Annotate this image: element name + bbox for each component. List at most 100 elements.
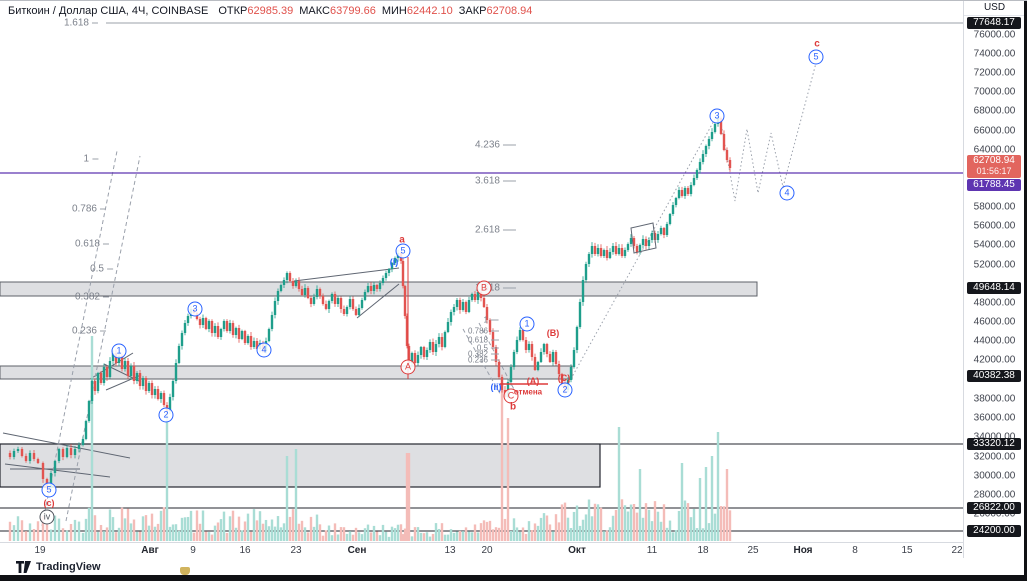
volume-bar <box>452 532 456 541</box>
candle <box>623 250 627 256</box>
support-zone-box[interactable] <box>0 443 601 488</box>
volume-bar <box>530 530 534 541</box>
candle <box>291 281 295 286</box>
volume-bar <box>626 511 630 541</box>
volume-bar <box>135 531 139 541</box>
chart-pane[interactable]: 1.618 1 0.786 0.618 0.5 0.382 0.236 4.236 3.618 2… <box>0 1 963 542</box>
time-tick-label: 18 <box>697 545 709 556</box>
candle <box>599 248 603 256</box>
volume-bar <box>207 532 211 541</box>
consolidation-box[interactable] <box>630 222 657 254</box>
resistance-band[interactable] <box>0 365 573 380</box>
candle <box>605 250 609 258</box>
volume-bar <box>728 510 732 541</box>
candle <box>357 308 361 315</box>
volume-bar <box>186 516 190 541</box>
candle <box>276 291 280 301</box>
price-axis[interactable]: USD 76000.00 74000.00 72000.00 70000.00 6800… <box>963 1 1025 558</box>
volume-bar <box>147 525 151 541</box>
volume-bar <box>425 532 429 541</box>
volume-bar <box>300 520 304 541</box>
candle <box>186 316 190 323</box>
volume-bar <box>267 526 271 541</box>
candle <box>342 309 346 314</box>
candle <box>560 374 564 384</box>
volume-bar <box>156 523 160 541</box>
candle <box>369 286 373 291</box>
candle <box>485 307 489 320</box>
resistance-band[interactable] <box>0 281 758 297</box>
candle <box>312 297 316 304</box>
price-tick-label: 74000.00 <box>973 48 1016 60</box>
candle <box>336 298 340 304</box>
candle <box>210 321 214 333</box>
volume-bar <box>695 528 699 541</box>
time-tick-label: 9 <box>190 545 196 556</box>
candle <box>434 344 438 352</box>
candle <box>96 373 100 391</box>
trendline[interactable] <box>2 432 131 459</box>
candle <box>135 373 139 381</box>
candle <box>45 479 49 488</box>
candle <box>20 449 24 456</box>
volume-bar <box>198 523 202 541</box>
candle <box>581 280 585 302</box>
symbol-title[interactable]: Биткоин / Доллар США, 4Ч, COINBASE <box>8 5 209 17</box>
candle <box>297 281 301 289</box>
candle <box>428 342 432 350</box>
volume-bar <box>375 531 379 541</box>
volume-bar <box>575 505 579 541</box>
tradingview-logo-text: TradingView <box>36 561 101 573</box>
dashed-trendline[interactable] <box>462 328 503 398</box>
candle <box>692 178 696 185</box>
volume-bar <box>330 535 334 541</box>
time-axis[interactable]: 19 Авг 9 16 23 Сен 13 20 Окт 11 18 25 Ноя 8 15 22 <box>0 542 963 559</box>
volume-bar <box>719 506 723 541</box>
candle <box>533 357 537 370</box>
volume-bar <box>644 503 648 541</box>
volume-bar <box>342 527 346 541</box>
volume-bar <box>234 527 238 541</box>
candle <box>390 263 394 269</box>
volume-bar <box>357 532 361 541</box>
candle <box>405 316 409 346</box>
time-tick-label: Авг <box>141 545 159 556</box>
volume-bar <box>521 527 525 541</box>
price-tick-label: 44000.00 <box>973 335 1016 347</box>
candle <box>204 318 208 329</box>
candle <box>99 373 103 383</box>
candle <box>138 373 142 386</box>
candle <box>288 273 292 281</box>
time-tick-label: 23 <box>290 545 302 556</box>
candle <box>680 190 684 196</box>
dashed-trendline[interactable] <box>65 155 141 522</box>
volume-bar <box>132 519 136 541</box>
candle <box>177 346 181 363</box>
candle <box>659 228 663 234</box>
bar-countdown: 01:56:17 <box>976 166 1012 176</box>
candle <box>683 188 687 196</box>
trendline[interactable] <box>356 283 400 319</box>
dotted-projection-line[interactable] <box>566 118 716 387</box>
chart-canvas[interactable] <box>0 1 963 542</box>
candle <box>458 300 462 310</box>
volume-bar <box>12 525 16 541</box>
volume-bar <box>641 517 645 541</box>
candle <box>393 258 397 263</box>
trendline[interactable] <box>293 267 400 282</box>
candle <box>327 301 331 309</box>
candle <box>363 292 367 300</box>
volume-bar <box>32 528 36 541</box>
volume-bar <box>590 516 594 541</box>
candle <box>722 134 726 150</box>
wave-projection-zigzag[interactable] <box>721 62 817 202</box>
candle <box>348 299 352 307</box>
tradingview-logo[interactable]: TradingView <box>16 561 101 573</box>
candle <box>638 245 642 252</box>
volume-bar <box>255 520 259 541</box>
volume-bar <box>318 524 322 541</box>
volume-bar <box>348 531 352 541</box>
candle <box>701 154 705 162</box>
dashed-trendline[interactable] <box>478 322 517 394</box>
